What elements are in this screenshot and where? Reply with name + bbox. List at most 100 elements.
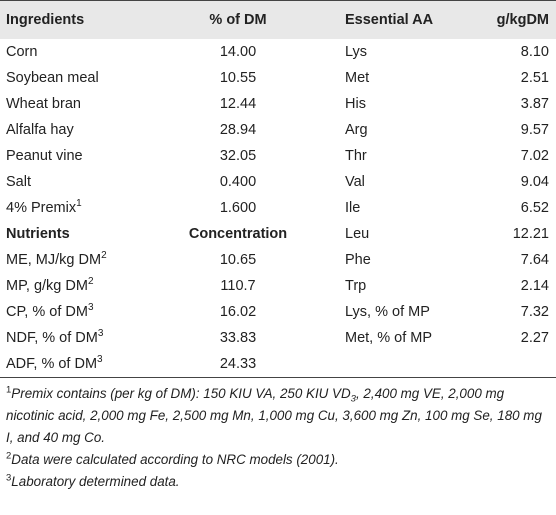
table-cell: 0.400 bbox=[219, 174, 257, 190]
table-cell: 24.33 bbox=[219, 356, 257, 372]
table-cell: 6.52 bbox=[520, 200, 549, 216]
table-head: Ingredients% of DM Essential AA g/kgDM bbox=[0, 0, 556, 39]
table-cell: Arg bbox=[345, 122, 368, 138]
table-cell: 33.83 bbox=[219, 330, 257, 346]
footnote-ref: 2 bbox=[101, 250, 107, 262]
table-cell: Ile bbox=[345, 200, 361, 216]
table-cell: Nutrients bbox=[0, 221, 172, 247]
footnotes: 1Premix contains (per kg of DM): 150 KIU… bbox=[0, 378, 556, 493]
table-row: Peanut vine 32.05 Thr 7.02 bbox=[0, 143, 556, 169]
table-cell: Lys bbox=[345, 44, 368, 60]
footnote-text: Laboratory determined data. bbox=[11, 474, 180, 489]
footnote-ref: 2 bbox=[87, 276, 94, 288]
table-cell: Alfalfa hay bbox=[6, 122, 74, 138]
footnote-text: Data were calculated according to NRC mo… bbox=[11, 452, 339, 467]
table-cell: 8.10 bbox=[520, 44, 549, 60]
header-cell: Essential AA bbox=[304, 0, 480, 39]
footnote-mark: 3 bbox=[6, 472, 12, 484]
table-cell: 14.00 bbox=[219, 44, 257, 60]
table-row: NDF, % of DM3 33.83 Met, % of MP 2.27 bbox=[0, 325, 556, 351]
cell-text: CP, % of DM bbox=[6, 304, 88, 320]
table-row: ME, MJ/kg DM2 10.65 Phe 7.64 bbox=[0, 247, 556, 273]
table-cell: 3.87 bbox=[520, 96, 549, 112]
table-row: Soybean meal 10.55 Met 2.51 bbox=[0, 65, 556, 91]
footnote-ref: 3 bbox=[97, 328, 104, 340]
table-cell: Lys, % of MP bbox=[345, 304, 430, 320]
cell-text: Concentration bbox=[188, 226, 288, 242]
table-cell: Peanut vine bbox=[6, 148, 83, 164]
table-cell: 9.04 bbox=[520, 174, 549, 190]
table-cell bbox=[480, 351, 556, 378]
table-row: 4% Premix1 1.600 Ile 6.52 bbox=[0, 195, 556, 221]
table-cell: Salt bbox=[6, 174, 31, 190]
footnote-mark: 2 bbox=[6, 450, 12, 462]
table-row: Alfalfa hay 28.94 Arg 9.57 bbox=[0, 117, 556, 143]
table-row: Wheat bran 12.44 His 3.87 bbox=[0, 91, 556, 117]
table-cell: Corn bbox=[6, 44, 38, 60]
header-cell: % of DM bbox=[172, 0, 304, 39]
footnote-text: , 2,400 mg VE, 2,000 mg nicotinic acid, … bbox=[6, 386, 542, 445]
table-cell: 2.14 bbox=[520, 278, 549, 294]
table-cell: Thr bbox=[345, 148, 367, 164]
table-cell: 110.7 bbox=[220, 278, 256, 294]
table-cell: 12.21 bbox=[512, 226, 549, 242]
cell-text: NDF, % of DM bbox=[6, 330, 98, 346]
footnote: 3Laboratory determined data. bbox=[6, 471, 550, 493]
cell-text: Nutrients bbox=[6, 226, 70, 242]
header-row: Ingredients% of DM Essential AA g/kgDM bbox=[0, 0, 556, 39]
table-body: Corn 14.00 Lys 8.10 Soybean meal 10.55 Met 2.51… bbox=[0, 39, 556, 378]
table-row: ADF, % of DM3 24.33 bbox=[0, 351, 556, 378]
table-cell: 2.27 bbox=[520, 330, 549, 346]
table-cell: Wheat bran bbox=[6, 96, 81, 112]
table-row: Salt 0.400 Val 9.04 bbox=[0, 169, 556, 195]
table-cell: 4% Premix1 bbox=[0, 195, 172, 221]
table-cell: Met, % of MP bbox=[345, 330, 433, 346]
table-cell: Val bbox=[345, 174, 365, 190]
table-cell: Trp bbox=[345, 278, 367, 294]
table-cell: His bbox=[345, 96, 366, 112]
footnote-mark: 1 bbox=[6, 384, 12, 396]
table-cell: ADF, % of DM3 bbox=[0, 351, 172, 378]
header-cell: Ingredients bbox=[0, 0, 172, 39]
table-cell: Concentration bbox=[172, 221, 304, 247]
header-cell: g/kgDM bbox=[480, 0, 556, 39]
footnote-ref: 3 bbox=[87, 302, 94, 314]
table-cell: Phe bbox=[345, 252, 371, 268]
table-cell: 7.02 bbox=[520, 148, 549, 164]
table-cell: 7.32 bbox=[520, 304, 549, 320]
table-cell: Soybean meal bbox=[6, 70, 99, 86]
cell-text: 4% Premix bbox=[6, 200, 77, 216]
footnote: 1Premix contains (per kg of DM): 150 KIU… bbox=[6, 383, 550, 449]
footnote-text: Premix contains (per kg of DM): 150 KIU … bbox=[11, 386, 351, 401]
cell-text: ME, MJ/kg DM bbox=[6, 252, 102, 268]
table-cell: 28.94 bbox=[219, 122, 257, 138]
subscript: 3 bbox=[350, 393, 356, 405]
data-table: Ingredients% of DM Essential AA g/kgDM Cor… bbox=[0, 0, 556, 378]
table-cell: MP, g/kg DM2 bbox=[0, 273, 172, 299]
table-cell: 10.55 bbox=[219, 70, 257, 86]
table-cell: 12.44 bbox=[219, 96, 257, 112]
table-cell: Leu bbox=[345, 226, 370, 242]
table-cell bbox=[304, 351, 480, 378]
table-row: Corn 14.00 Lys 8.10 bbox=[0, 39, 556, 65]
footnote-ref: 1 bbox=[76, 198, 82, 210]
table-cell: Met bbox=[345, 70, 370, 86]
table-cell: CP, % of DM3 bbox=[0, 299, 172, 325]
table-row: MP, g/kg DM2 110.7 Trp 2.14 bbox=[0, 273, 556, 299]
footnote-ref: 3 bbox=[97, 354, 103, 366]
table-cell: 2.51 bbox=[520, 70, 549, 86]
table-cell: 9.57 bbox=[520, 122, 549, 138]
cell-text: ADF, % of DM bbox=[6, 356, 98, 372]
table-cell: ME, MJ/kg DM2 bbox=[0, 247, 172, 273]
table-cell: 7.64 bbox=[520, 252, 549, 268]
table-cell: 16.02 bbox=[219, 304, 257, 320]
table-row: CP, % of DM3 16.02 Lys, % of MP 7.32 bbox=[0, 299, 556, 325]
table-row: Nutrients Concentration Leu 12.21 bbox=[0, 221, 556, 247]
table-cell: NDF, % of DM3 bbox=[0, 325, 172, 351]
table-cell: 10.65 bbox=[219, 252, 257, 268]
table-cell: 32.05 bbox=[219, 148, 257, 164]
footnote: 2Data were calculated according to NRC m… bbox=[6, 449, 550, 471]
cell-text: MP, g/kg DM bbox=[6, 278, 88, 294]
table-cell: 1.600 bbox=[219, 200, 257, 216]
